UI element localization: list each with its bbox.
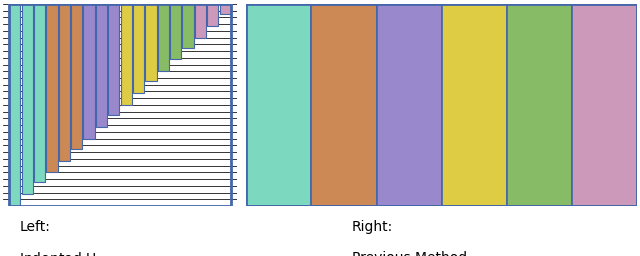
Text: Indented U$_{\mathregular{CSP}}$: Indented U$_{\mathregular{CSP}}$ <box>19 251 116 256</box>
Bar <box>108 4 120 115</box>
Text: Left:: Left: <box>19 220 50 234</box>
Bar <box>34 4 45 183</box>
Bar <box>9 4 20 206</box>
Bar <box>157 4 169 71</box>
Bar <box>170 4 181 59</box>
Bar <box>572 4 637 206</box>
Bar <box>59 4 70 161</box>
Bar <box>442 4 507 206</box>
Bar <box>195 4 206 38</box>
Bar <box>83 4 95 139</box>
Bar <box>120 4 132 105</box>
Bar <box>246 4 312 206</box>
Bar <box>207 4 218 26</box>
Bar <box>133 4 144 93</box>
Bar <box>507 4 572 206</box>
Text: Right:: Right: <box>352 220 393 234</box>
Bar <box>220 4 231 14</box>
Bar <box>376 4 442 206</box>
Text: Previous Method: Previous Method <box>352 251 467 256</box>
Bar <box>182 4 194 48</box>
Bar <box>46 4 58 172</box>
Bar <box>145 4 157 81</box>
Bar <box>312 4 376 206</box>
Bar <box>71 4 83 149</box>
Bar <box>22 4 33 194</box>
Bar <box>96 4 107 127</box>
